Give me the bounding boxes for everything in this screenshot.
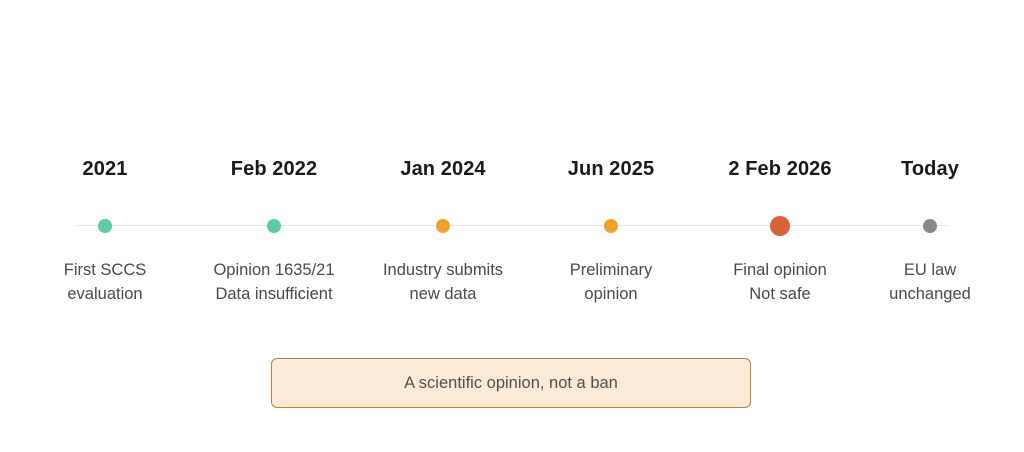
event-description-line: Preliminary — [569, 261, 653, 279]
event-date: Jan 2024 — [400, 158, 486, 180]
event-marker-highlight — [770, 216, 790, 236]
event-description: Preliminary opinion — [521, 258, 701, 306]
timeline-event: 2 Feb 2026 Final opinion Not safe — [690, 0, 870, 320]
event-date: Today — [901, 158, 959, 180]
event-date: Feb 2022 — [230, 158, 318, 180]
event-description: First SCCS evaluation — [15, 258, 195, 306]
event-date: 2021 — [82, 158, 128, 180]
timeline-event: Jan 2024 Industry submits new data — [353, 0, 533, 320]
event-description-line: Industry submits — [382, 261, 504, 279]
event-date: Jun 2025 — [567, 158, 655, 180]
event-marker — [436, 219, 450, 233]
timeline-event: 2021 First SCCS evaluation — [15, 0, 195, 320]
event-description-line: Not safe — [749, 285, 811, 303]
event-description-line: evaluation — [67, 285, 143, 303]
timeline-event: Feb 2022 Opinion 1635/21 Data insufficient — [184, 0, 364, 320]
event-description: EU law unchanged — [840, 258, 1020, 306]
event-description-line: opinion — [584, 285, 638, 303]
event-marker — [604, 219, 618, 233]
callout-box: A scientific opinion, not a ban — [271, 358, 751, 408]
event-description-line: EU law — [903, 261, 957, 279]
timeline-event: Today EU law unchanged — [840, 0, 1020, 320]
event-description-line: First SCCS — [63, 261, 147, 279]
event-description-line: Data insufficient — [215, 285, 333, 303]
timeline-track — [75, 225, 949, 226]
callout-text: A scientific opinion, not a ban — [404, 373, 618, 392]
event-description: Industry submits new data — [353, 258, 533, 306]
event-date: 2 Feb 2026 — [728, 158, 832, 180]
event-description: Final opinion Not safe — [690, 258, 870, 306]
event-marker — [923, 219, 937, 233]
event-description-line: Final opinion — [733, 261, 827, 279]
timeline-event: Jun 2025 Preliminary opinion — [521, 0, 701, 320]
event-description: Opinion 1635/21 Data insufficient — [184, 258, 364, 306]
event-marker — [98, 219, 112, 233]
event-description-line: Opinion 1635/21 — [213, 261, 335, 279]
event-description-line: unchanged — [889, 285, 971, 303]
event-description-line: new data — [409, 285, 477, 303]
event-marker — [267, 219, 281, 233]
